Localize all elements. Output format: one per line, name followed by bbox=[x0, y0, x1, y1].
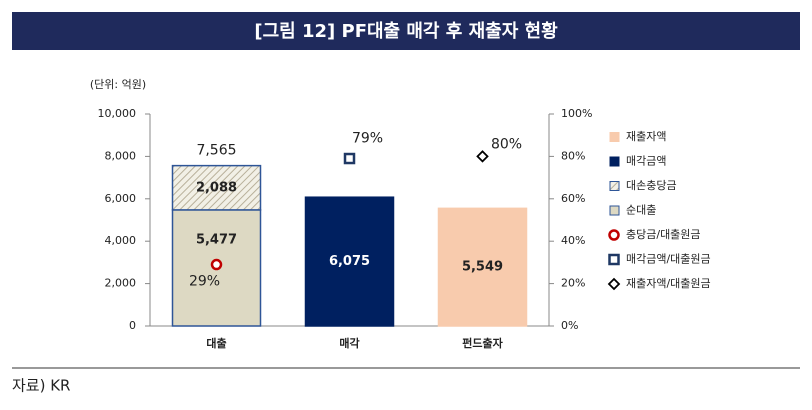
ratio-marker bbox=[210, 258, 223, 271]
ratio-marker bbox=[343, 152, 356, 165]
bar-label: 5,549 bbox=[462, 260, 503, 275]
bar bbox=[437, 207, 528, 327]
ratio-marker bbox=[476, 150, 489, 163]
y-tick-label: 6,000 bbox=[105, 192, 137, 205]
bar bbox=[171, 164, 262, 211]
bar-label: 6,075 bbox=[329, 254, 370, 269]
ratio-label: 29% bbox=[189, 274, 220, 290]
y-tick-label: 0 bbox=[129, 319, 136, 332]
bar-label: 5,477 bbox=[196, 232, 237, 247]
bar bbox=[304, 196, 395, 327]
ratio-marker bbox=[608, 229, 620, 241]
y-tick-label: 10,000 bbox=[98, 107, 137, 120]
bar-label: 2,088 bbox=[196, 180, 237, 195]
ratio-marker bbox=[607, 277, 621, 291]
x-tick-label: 대출 bbox=[206, 336, 226, 350]
legend-label: 충당금/대출원금 bbox=[626, 228, 701, 241]
ratio-label: 80% bbox=[491, 136, 522, 152]
legend-swatch bbox=[609, 181, 620, 191]
y-tick-label: 8,000 bbox=[105, 149, 137, 162]
total-label: 7,565 bbox=[196, 143, 236, 159]
x-tick-label: 매각 bbox=[339, 336, 359, 350]
legend-label: 재출자액 bbox=[626, 130, 666, 143]
y2-tick-label: 40% bbox=[561, 234, 585, 247]
y2-tick-label: 100% bbox=[561, 107, 592, 120]
y-tick-label: 4,000 bbox=[105, 234, 137, 247]
legend-label: 매각금액 bbox=[626, 155, 666, 168]
legend-swatch bbox=[609, 156, 620, 167]
source: 자료) KR bbox=[12, 377, 70, 395]
legend-label: 재출자액/대출원금 bbox=[626, 277, 711, 290]
ratio-label: 79% bbox=[352, 131, 383, 147]
y-tick-label: 2,000 bbox=[105, 277, 137, 290]
y2-tick-label: 80% bbox=[561, 149, 585, 162]
legend-label: 순대출 bbox=[626, 204, 656, 217]
legend-swatch bbox=[609, 132, 620, 142]
ratio-marker bbox=[608, 253, 620, 266]
legend-label: 대손충당금 bbox=[626, 179, 677, 192]
title-bar bbox=[12, 12, 800, 50]
legend-label: 매각금액/대출원금 bbox=[626, 253, 711, 266]
y2-tick-label: 0% bbox=[561, 319, 578, 332]
legend-swatch bbox=[609, 205, 620, 216]
chart-title: [그림 12] PF대출 매각 후 재출자 현황 bbox=[254, 21, 558, 42]
y2-tick-label: 60% bbox=[561, 192, 585, 205]
y2-tick-label: 20% bbox=[561, 277, 585, 290]
unit-label: (단위: 억원) bbox=[90, 78, 146, 91]
x-tick-label: 펀드출자 bbox=[462, 336, 503, 350]
